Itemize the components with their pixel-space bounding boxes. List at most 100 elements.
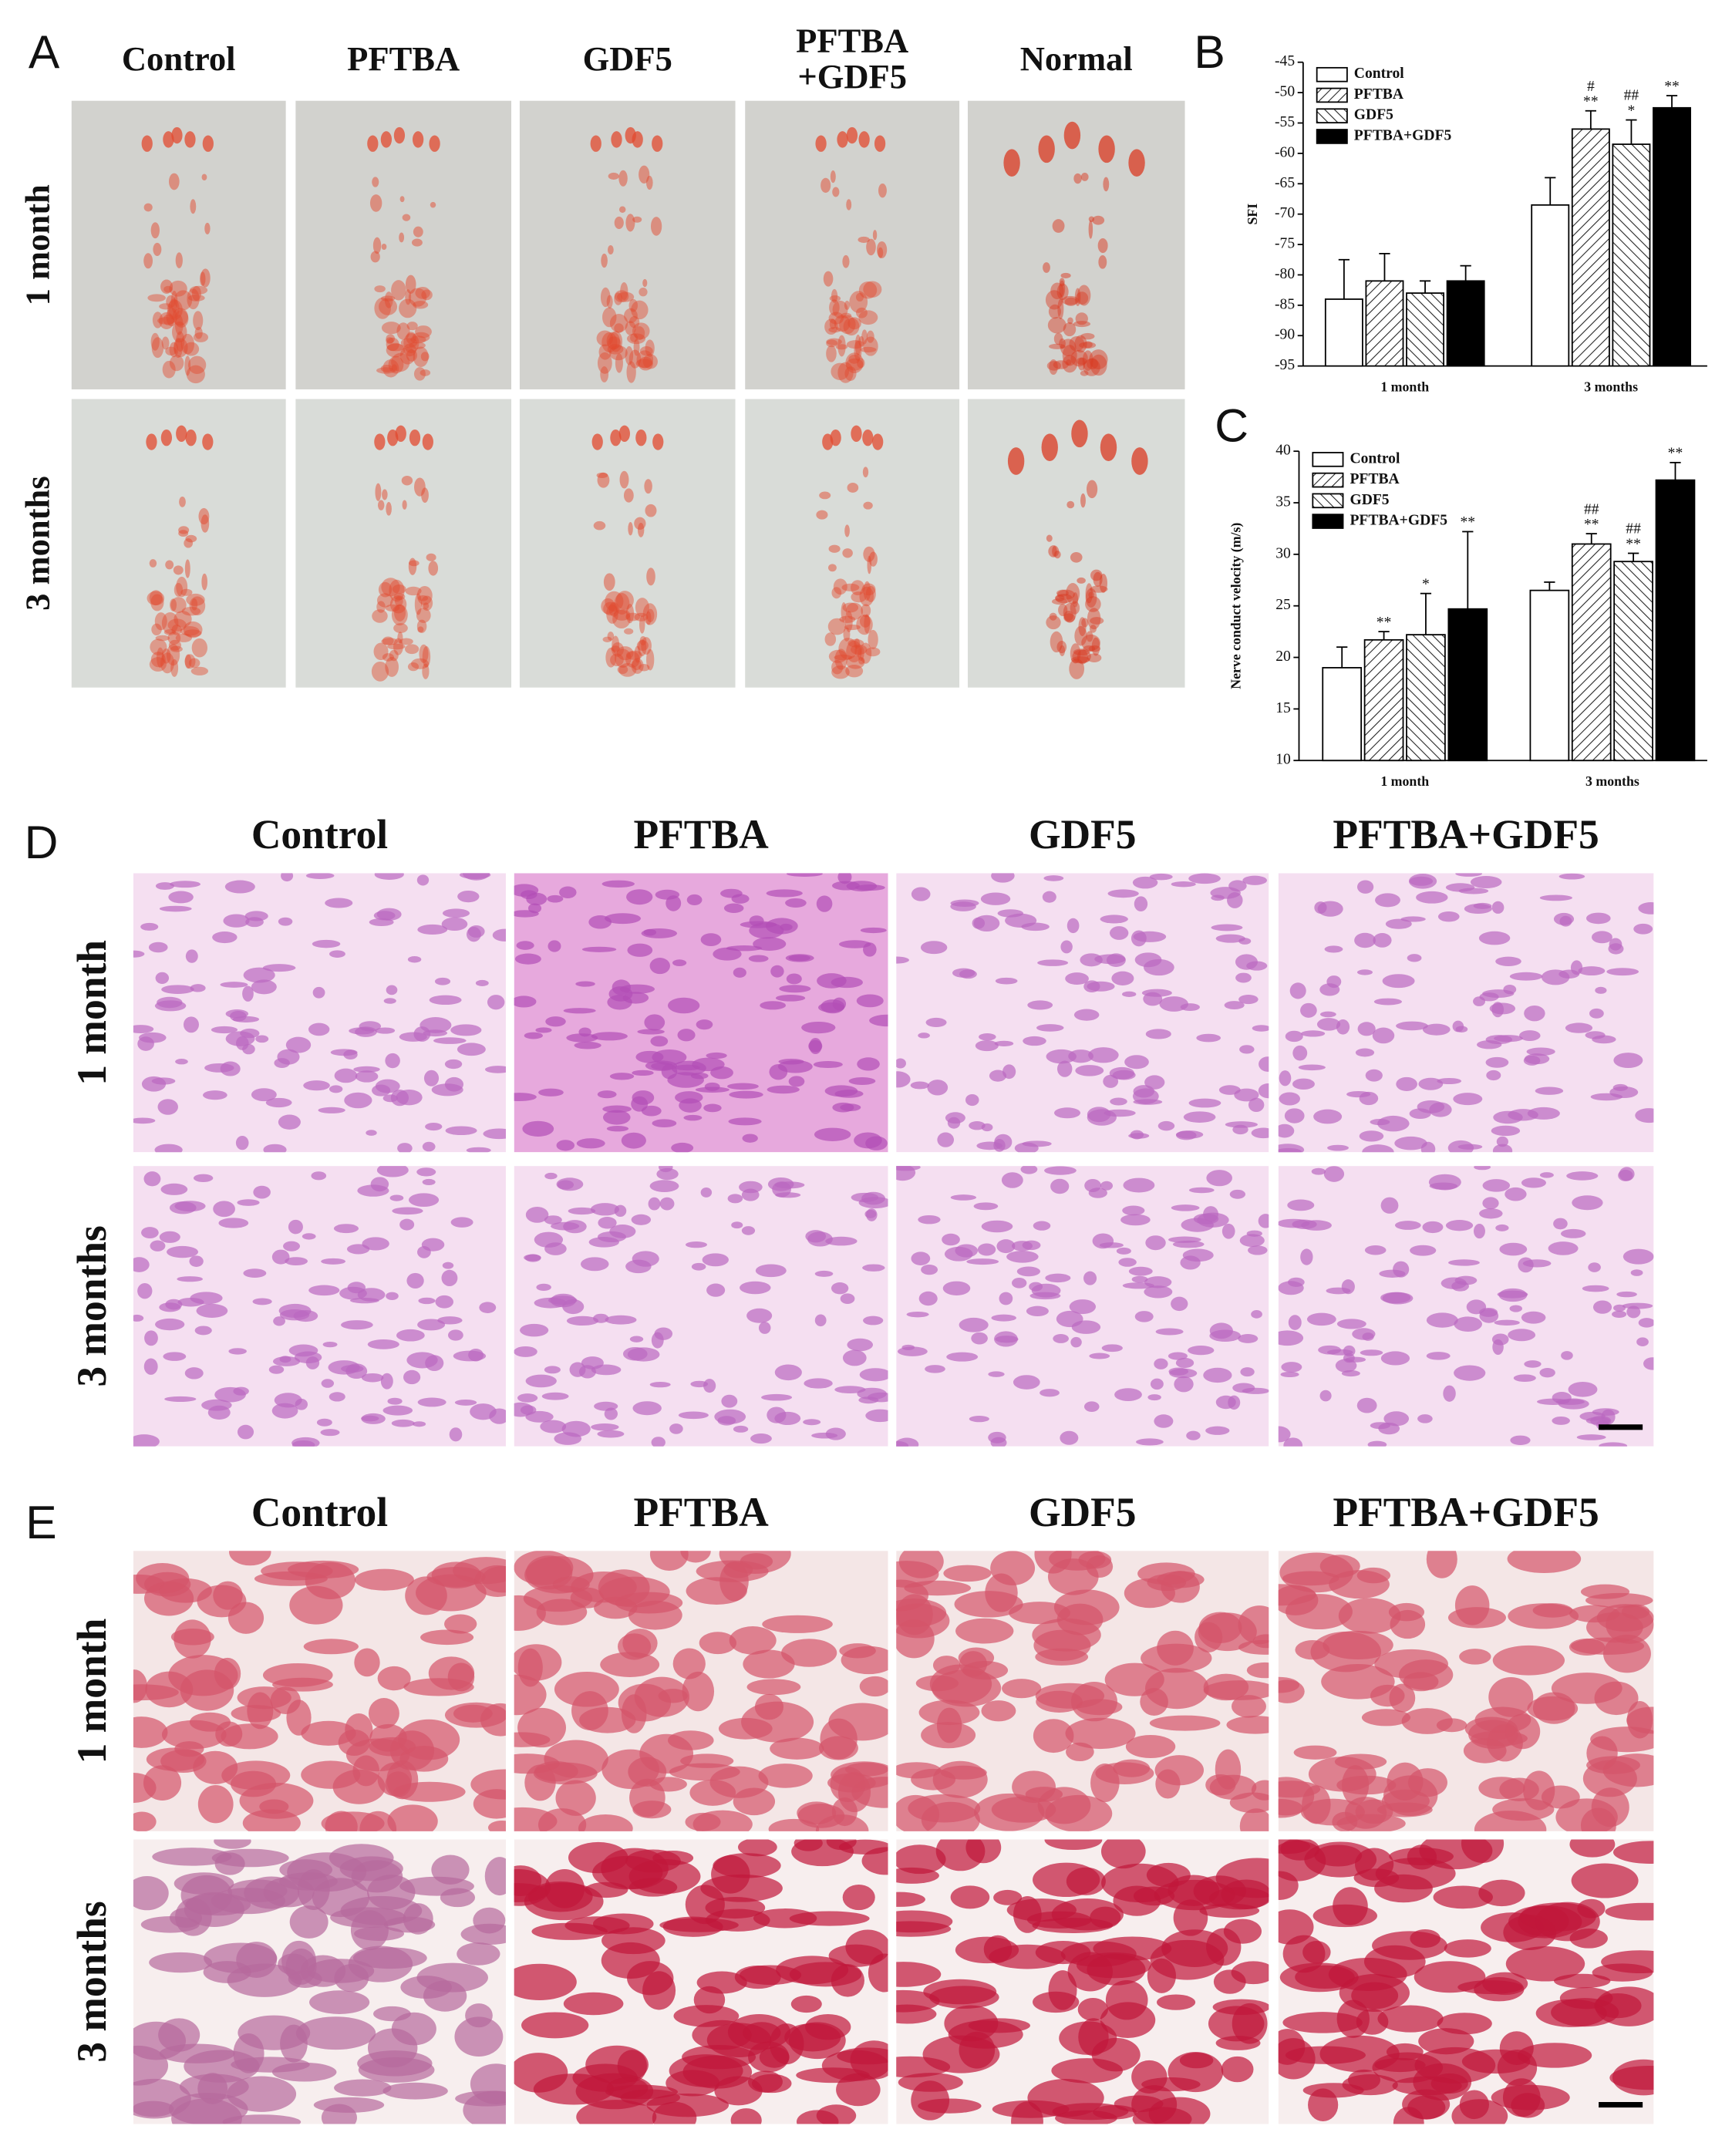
tissue	[942, 1281, 971, 1295]
tissue	[1149, 873, 1173, 881]
print-trace	[830, 170, 836, 184]
tissue	[649, 1382, 671, 1388]
tissue	[1101, 1344, 1123, 1353]
tissue	[1592, 1035, 1616, 1044]
tissue	[691, 1262, 706, 1271]
tissue	[605, 1315, 637, 1325]
tissue	[377, 1666, 411, 1691]
heel-print	[163, 314, 174, 325]
tissue	[455, 2090, 506, 2107]
tissue	[366, 1130, 377, 1136]
heel-print	[186, 593, 205, 606]
image	[519, 399, 736, 688]
tissue	[1278, 1799, 1303, 1818]
heel-print	[843, 627, 851, 642]
tissue	[814, 1314, 827, 1327]
tissue	[386, 1292, 399, 1300]
tissue	[1495, 1224, 1509, 1231]
tissue	[993, 1889, 1023, 1905]
tissue	[1356, 969, 1373, 975]
heel-print	[1081, 634, 1100, 652]
heel-print	[180, 626, 200, 636]
tissue	[1433, 1885, 1493, 1909]
heel-print	[859, 615, 871, 628]
tissue	[836, 2073, 881, 2107]
tissue	[1231, 1695, 1266, 1718]
tissue	[517, 1648, 543, 1687]
print-trace	[828, 544, 841, 553]
tissue	[1561, 1351, 1573, 1360]
tissue	[177, 1276, 204, 1282]
tissue	[1541, 969, 1570, 985]
tissue	[279, 1356, 291, 1363]
tissue	[442, 1262, 454, 1269]
tissue	[231, 2057, 310, 2073]
heel-print	[855, 292, 864, 302]
toe-print	[837, 131, 848, 148]
tissue	[416, 1167, 436, 1177]
tissue	[730, 2108, 762, 2124]
heel-print	[834, 654, 852, 661]
tissue	[969, 1121, 986, 1130]
legend-label: GDF5	[1354, 107, 1393, 123]
heel-print	[1089, 625, 1097, 633]
tissue	[1301, 1220, 1332, 1231]
image	[896, 1166, 1269, 1447]
tissue	[334, 1068, 358, 1083]
tissue	[431, 1854, 470, 1885]
tissue	[453, 1704, 493, 1723]
tissue	[1622, 1302, 1653, 1309]
tissue	[536, 1283, 551, 1292]
tissue	[1240, 1367, 1255, 1377]
tissue	[449, 1427, 463, 1442]
tissue	[1374, 2057, 1426, 2073]
print-trace	[1046, 534, 1053, 542]
heel-print	[1067, 317, 1073, 325]
tissue	[581, 946, 617, 952]
heel-print	[843, 317, 860, 336]
heel-print	[861, 583, 876, 596]
tissue	[391, 1419, 415, 1427]
heel-print	[828, 649, 847, 663]
heel-print	[1083, 645, 1096, 652]
print-trace	[601, 253, 608, 268]
print-trace	[1098, 255, 1107, 269]
significance-mark: *	[1628, 103, 1636, 119]
bar	[1571, 128, 1610, 367]
tissue	[746, 1679, 801, 1696]
tissue	[861, 1847, 888, 1875]
tissue	[390, 1090, 409, 1107]
tissue	[1252, 1025, 1269, 1032]
tissue	[1293, 1745, 1337, 1760]
tissue	[520, 1323, 549, 1337]
print-trace	[1060, 272, 1071, 278]
tissue	[794, 1839, 823, 1851]
tissue	[973, 1202, 999, 1211]
tissue	[285, 1036, 312, 1053]
tissue	[303, 1639, 359, 1655]
tissue	[354, 1648, 380, 1677]
heel-print	[838, 638, 858, 660]
tissue	[175, 1058, 188, 1065]
bar	[1653, 106, 1691, 367]
heel-print	[391, 352, 410, 372]
heel-print	[385, 656, 399, 677]
tissue	[1044, 1839, 1103, 1851]
image	[514, 873, 888, 1153]
print-trace	[619, 470, 629, 489]
heel-print	[174, 338, 188, 358]
tissue	[785, 898, 807, 908]
tissue	[594, 1401, 618, 1411]
tissue	[650, 1036, 669, 1047]
tissue	[1445, 1220, 1474, 1231]
print-trace	[646, 568, 655, 586]
tissue	[243, 1268, 267, 1278]
heel-print	[1086, 631, 1093, 642]
tissue	[695, 1086, 730, 1093]
tissue	[556, 1140, 575, 1151]
heel-print	[150, 638, 167, 655]
heel-print	[861, 329, 868, 345]
tissue	[1519, 1030, 1541, 1041]
tissue	[786, 973, 802, 985]
tissue	[711, 1854, 750, 1894]
